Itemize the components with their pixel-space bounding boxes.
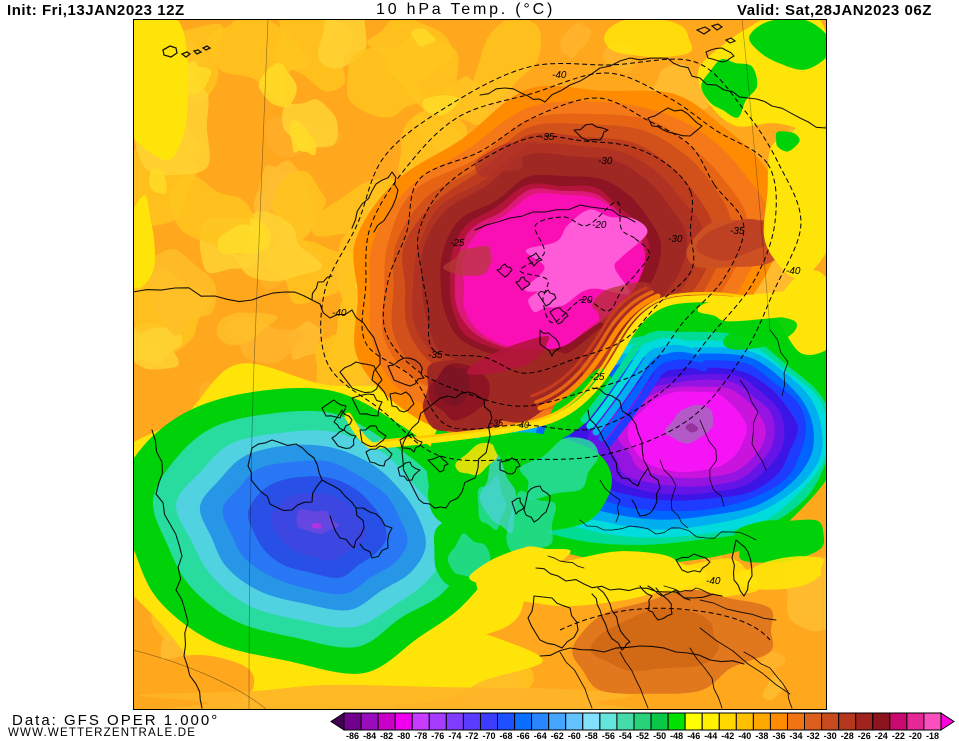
svg-text:-25: -25 — [450, 238, 465, 249]
svg-text:-66: -66 — [517, 731, 530, 741]
svg-text:-30: -30 — [598, 156, 613, 167]
svg-text:-38: -38 — [755, 731, 768, 741]
svg-text:-64: -64 — [534, 731, 547, 741]
svg-text:-40: -40 — [706, 576, 721, 587]
svg-text:-24: -24 — [875, 731, 888, 741]
svg-text:-86: -86 — [346, 731, 359, 741]
svg-text:-40: -40 — [332, 308, 347, 319]
svg-text:-20: -20 — [592, 220, 607, 231]
svg-text:-30: -30 — [824, 731, 837, 741]
svg-text:-20: -20 — [578, 295, 593, 306]
svg-text:-44: -44 — [704, 731, 717, 741]
svg-text:-42: -42 — [721, 731, 734, 741]
svg-text:-46: -46 — [687, 731, 700, 741]
svg-text:-40: -40 — [516, 420, 529, 430]
svg-text:-40: -40 — [786, 266, 801, 277]
svg-text:-35: -35 — [428, 350, 443, 361]
svg-text:-25: -25 — [590, 372, 605, 383]
svg-text:-84: -84 — [363, 731, 376, 741]
svg-text:-60: -60 — [568, 731, 581, 741]
svg-text:-30: -30 — [668, 234, 683, 245]
svg-text:-74: -74 — [448, 731, 461, 741]
svg-text:-35: -35 — [490, 418, 504, 428]
svg-text:-80: -80 — [397, 731, 410, 741]
svg-text:-28: -28 — [841, 731, 854, 741]
svg-text:-52: -52 — [636, 731, 649, 741]
svg-text:-54: -54 — [619, 731, 632, 741]
svg-text:-35: -35 — [540, 132, 555, 143]
svg-text:-20: -20 — [909, 731, 922, 741]
svg-text:-78: -78 — [414, 731, 427, 741]
svg-text:-18: -18 — [926, 731, 939, 741]
svg-text:-62: -62 — [551, 731, 564, 741]
svg-text:-50: -50 — [653, 731, 666, 741]
svg-text:-76: -76 — [431, 731, 444, 741]
svg-text:-22: -22 — [892, 731, 905, 741]
svg-text:-40: -40 — [552, 70, 567, 81]
svg-text:-40: -40 — [738, 731, 751, 741]
svg-text:-56: -56 — [602, 731, 615, 741]
svg-text:-58: -58 — [585, 731, 598, 741]
svg-text:-35: -35 — [730, 226, 745, 237]
svg-text:-82: -82 — [380, 731, 393, 741]
svg-text:-48: -48 — [670, 731, 683, 741]
svg-text:-68: -68 — [499, 731, 512, 741]
svg-text:-26: -26 — [858, 731, 871, 741]
svg-text:-70: -70 — [482, 731, 495, 741]
svg-text:-72: -72 — [465, 731, 478, 741]
svg-text:-34: -34 — [789, 731, 802, 741]
svg-text:-32: -32 — [807, 731, 820, 741]
svg-text:-36: -36 — [772, 731, 785, 741]
